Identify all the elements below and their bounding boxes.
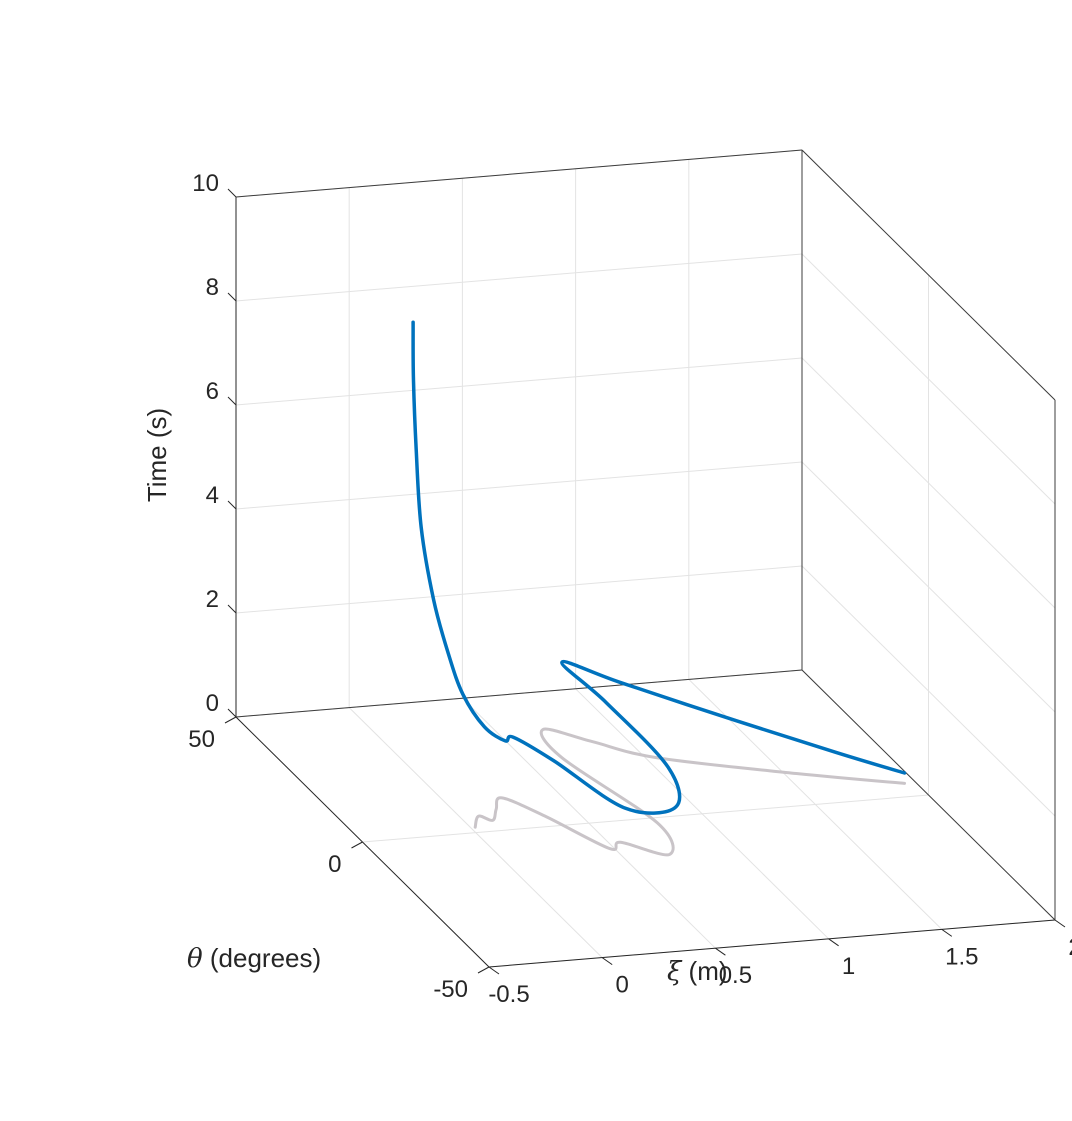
- y-tick-mark: [351, 841, 363, 849]
- z-tick-mark: [227, 292, 237, 302]
- box-edge-top-back: [235, 149, 803, 198]
- z-tick-label: 2: [206, 586, 219, 613]
- z-tick-mark: [227, 396, 237, 406]
- y-axis-label: θ (degrees): [187, 943, 321, 974]
- z-tick-label: 4: [206, 482, 219, 509]
- x-tick-mark: [1054, 919, 1066, 928]
- x-axis-label: ξ (m): [667, 956, 728, 987]
- y-tick-label: 0: [328, 851, 341, 878]
- z-tick-mark: [227, 708, 237, 718]
- trajectory-line: [411, 320, 907, 815]
- x-tick-label: 1.5: [945, 943, 978, 970]
- y-tick-mark: [477, 966, 490, 974]
- z-tick-label: 8: [206, 274, 219, 301]
- x-tick-mark: [601, 957, 613, 966]
- axes-box: [235, 149, 1056, 968]
- box-edge-back-floor: [235, 669, 803, 718]
- x-tick-mark: [941, 928, 953, 937]
- z-tick-label: 6: [206, 378, 219, 405]
- grid-line-z-back: [235, 253, 803, 302]
- y-axis-label-text: (degrees): [203, 943, 322, 973]
- grid-line-z-back: [235, 565, 803, 614]
- x-tick-label: 2: [1068, 934, 1072, 961]
- grid-line-z-side: [801, 461, 1056, 713]
- axis-labels: Time (s) θ (degrees) ξ (m): [142, 408, 728, 987]
- z-tick-label: 10: [192, 170, 219, 197]
- x-tick-label: 0: [616, 972, 629, 999]
- x-tick-label: 1: [842, 953, 855, 980]
- z-axis-label: Time (s): [142, 408, 172, 502]
- grid-line-z-side: [801, 253, 1056, 505]
- grid-line-z-side: [801, 357, 1056, 609]
- grid-line-z-back: [235, 357, 803, 406]
- x-tick-mark: [715, 947, 726, 956]
- x-tick-label: -0.5: [488, 981, 529, 1008]
- z-tick-mark: [227, 188, 237, 198]
- x-axis-label-text: (m): [681, 956, 727, 986]
- y-tick-label: -50: [433, 976, 468, 1003]
- grid-line-z-side: [801, 565, 1056, 817]
- z-tick-mark: [227, 604, 237, 614]
- y-tick-label: 50: [188, 726, 215, 753]
- box-edge-side-floor: [801, 669, 1056, 921]
- box-edge-top-side: [801, 149, 1056, 401]
- z-tick-label: 0: [206, 690, 219, 717]
- z-tick-mark: [227, 500, 237, 510]
- x-tick-mark: [488, 966, 500, 975]
- x-tick-mark: [828, 938, 839, 947]
- y-axis-label-symbol: θ: [187, 944, 203, 974]
- x-tick-label: 0.5: [719, 962, 752, 989]
- axis-ticks: 0 2 4 6 8 10 -50 0 50 -0.5 0 0.5 1 1.5 2: [188, 170, 1072, 1008]
- x-axis-label-symbol: ξ: [667, 957, 683, 987]
- projection-line: [473, 727, 906, 857]
- grid-line-y-floor: [362, 794, 929, 843]
- y-tick-mark: [224, 716, 237, 724]
- floor-projection-series: [473, 727, 906, 857]
- grid-line-z-back: [235, 461, 803, 510]
- x-axis-line: [488, 919, 1056, 968]
- trajectory-series: [411, 320, 907, 815]
